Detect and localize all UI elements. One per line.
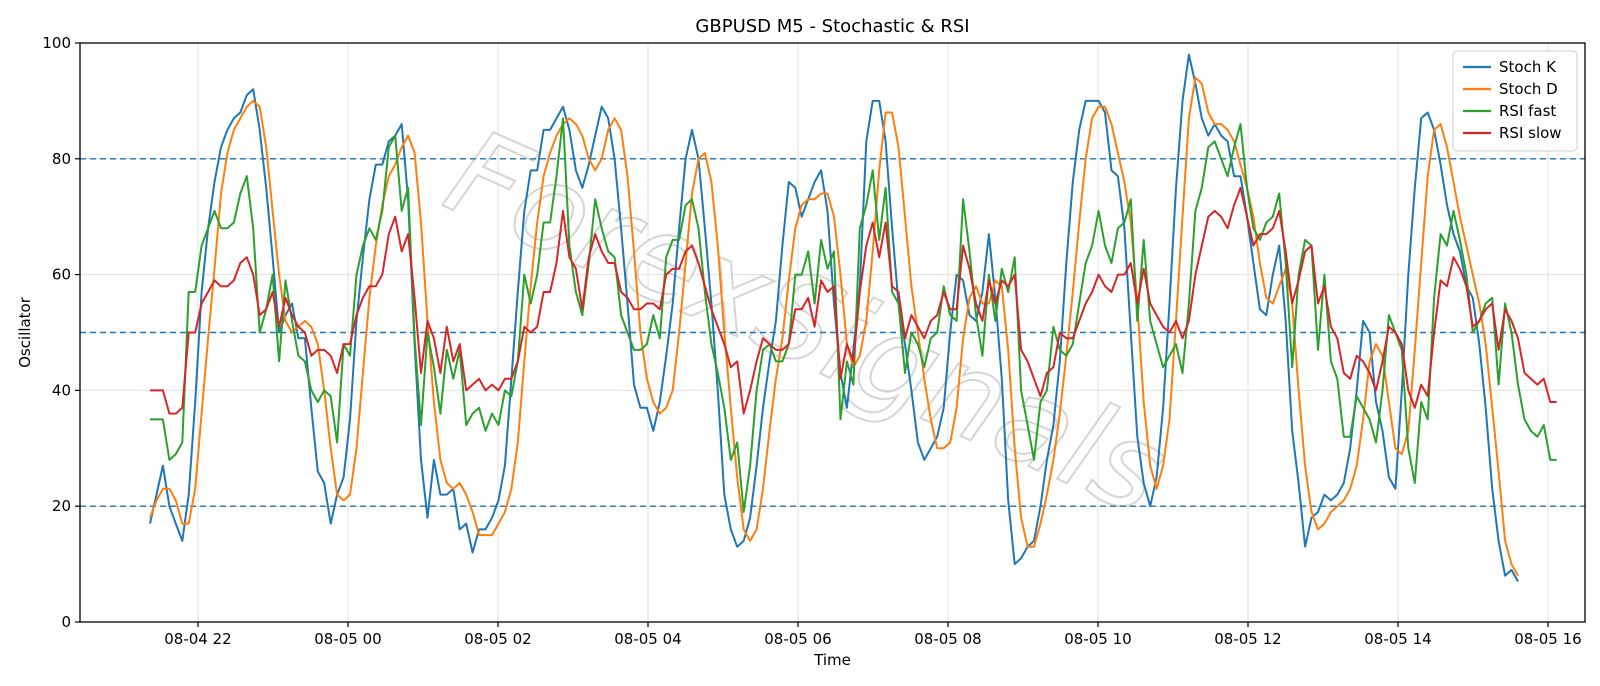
x-tick-label: 08-05 12 <box>1214 630 1281 648</box>
x-tick-label: 08-04 22 <box>164 630 231 648</box>
legend-box <box>1452 50 1578 152</box>
x-tick-label: 08-05 04 <box>614 630 681 648</box>
x-tick-label: 08-05 02 <box>464 630 531 648</box>
y-tick-label: 20 <box>52 497 71 515</box>
chart-title: GBPUSD M5 - Stochastic & RSI <box>695 16 969 37</box>
legend: Stoch K Stoch D RSI fast RSI slow <box>1452 50 1578 152</box>
x-tick-label: 08-05 16 <box>1514 630 1581 648</box>
x-tick-label: 08-05 06 <box>764 630 831 648</box>
y-tick-label: 80 <box>52 150 71 168</box>
x-tick-label: 08-05 08 <box>914 630 981 648</box>
axis-layer: 0 20 40 60 80 100 08-04 22 08-05 00 08-05 02 08-0… <box>42 34 1581 648</box>
legend-label: Stoch K <box>1499 58 1557 76</box>
y-tick-label: 0 <box>61 613 71 631</box>
series-line-rsi-fast <box>150 117 1557 513</box>
watermark-text: ForexSignals <box>428 103 1186 542</box>
x-axis-label: Time <box>813 651 851 669</box>
y-tick-label: 100 <box>42 34 71 52</box>
legend-label: RSI fast <box>1499 102 1556 120</box>
y-tick-label: 40 <box>52 381 71 399</box>
watermark-layer: ForexSignals <box>427 102 1187 543</box>
x-tick-label: 08-05 00 <box>314 630 381 648</box>
y-tick-label: 60 <box>52 266 71 284</box>
x-tick-label: 08-05 10 <box>1064 630 1131 648</box>
series-line-rsi-slow <box>150 186 1557 415</box>
series-line-stoch-k <box>149 53 1519 582</box>
legend-label: Stoch D <box>1499 80 1558 98</box>
series-layer <box>149 53 1557 582</box>
legend-label: RSI slow <box>1499 124 1562 142</box>
y-axis-label: Oscillator <box>16 296 34 368</box>
x-tick-label: 08-05 14 <box>1364 630 1431 648</box>
plot-frame <box>79 42 1586 623</box>
